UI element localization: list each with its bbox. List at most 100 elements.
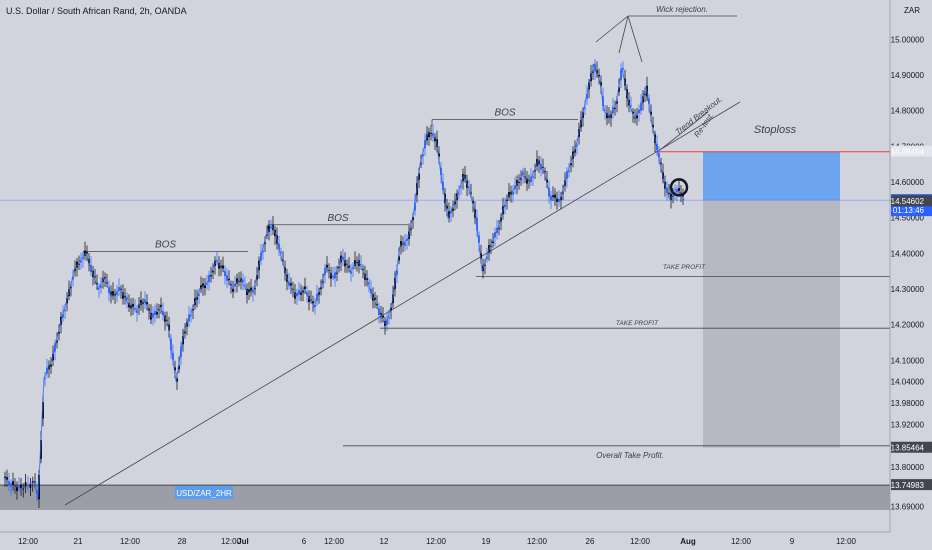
candle-body: [232, 288, 234, 292]
candle-body: [252, 290, 254, 293]
candle-body: [398, 256, 400, 261]
candle-body: [652, 124, 654, 128]
candle-body: [434, 137, 436, 142]
candle-body: [160, 304, 162, 307]
currency-label: ZAR: [904, 6, 920, 15]
x-tick-label: 12:00: [527, 537, 548, 546]
candle-body: [230, 284, 232, 286]
price-badge-countdown: 01:13:46: [893, 206, 925, 215]
retest-circle: [669, 178, 689, 197]
candle-body: [528, 179, 530, 181]
x-tick-label: 12:00: [426, 537, 447, 546]
candle-body: [368, 282, 370, 284]
candle-body: [472, 201, 474, 204]
candle-body: [570, 163, 572, 166]
candle-body: [446, 205, 448, 209]
candle-body: [222, 265, 224, 269]
candle-body: [592, 71, 594, 73]
price-badge-mark: [891, 479, 932, 491]
candle-body: [118, 287, 120, 291]
candle-body: [302, 290, 304, 293]
candle-body: [366, 278, 368, 281]
candle-body: [388, 317, 390, 319]
candle-body: [64, 310, 66, 312]
candle-body: [18, 486, 20, 488]
candle-body: [558, 199, 560, 203]
candle-body: [338, 267, 340, 268]
candle-body: [146, 302, 148, 305]
candle-body: [498, 228, 500, 230]
x-tick-label: Aug: [680, 537, 696, 546]
candle-body: [236, 278, 238, 284]
x-tick-label: 28: [178, 537, 187, 546]
candle-body: [104, 277, 106, 279]
candle-body: [96, 283, 98, 285]
y-tick-label: 14.10000: [891, 356, 925, 365]
candle-body: [80, 260, 82, 263]
symbol-badge-bg: [175, 486, 233, 499]
breakout-arrow: [659, 111, 709, 151]
candle-body: [29, 484, 32, 488]
candle-body: [98, 287, 100, 289]
candle-body: [344, 260, 346, 267]
candle-body: [522, 171, 524, 175]
candle-body: [320, 287, 322, 289]
candle-body: [50, 364, 52, 367]
candle-body: [420, 163, 422, 165]
candle-body: [636, 115, 638, 119]
candle-body: [390, 307, 392, 311]
candle-body: [328, 270, 330, 272]
candle-body: [644, 93, 646, 95]
candle-body: [254, 288, 256, 290]
candle-body: [126, 297, 128, 300]
candle-body: [504, 204, 506, 207]
candle-body: [246, 288, 248, 296]
candle-body: [336, 272, 338, 274]
x-tick-label: 12:00: [120, 537, 141, 546]
candle-body: [304, 286, 306, 289]
candle-body: [492, 241, 494, 244]
candle-body: [400, 241, 402, 247]
price-badge-label: 14.54602: [891, 197, 925, 206]
support-band: [0, 485, 890, 510]
candle-body: [560, 196, 562, 200]
candle-body: [270, 226, 272, 229]
price-badge-label: 14.68494: [891, 148, 925, 157]
candle-body: [266, 234, 268, 236]
y-tick-label: 14.60000: [891, 178, 925, 187]
candle-body: [480, 253, 482, 259]
candle-body: [256, 274, 258, 280]
candle-body: [248, 289, 250, 293]
y-tick-label: 14.40000: [891, 249, 925, 258]
y-tick-label: 13.80000: [891, 463, 925, 472]
candle-body: [520, 178, 522, 180]
candle-body: [168, 324, 170, 331]
candle-body: [142, 302, 144, 304]
candle-body: [460, 186, 462, 188]
trend-line: [64, 101, 741, 506]
x-tick-label: 12:00: [221, 537, 242, 546]
candle-body: [556, 198, 558, 202]
candle-body: [374, 297, 376, 300]
candle-body: [184, 331, 186, 334]
candle-body: [132, 303, 134, 307]
candle-body: [470, 192, 472, 194]
x-tick-label: 12:00: [731, 537, 752, 546]
candle-body: [584, 107, 586, 109]
candle-body: [490, 245, 492, 247]
candle-body: [330, 272, 332, 279]
wick-pointer-3: [627, 15, 643, 63]
price-axis: [890, 0, 932, 550]
candle-body: [4, 476, 6, 478]
candle-body: [622, 67, 624, 70]
x-tick-label: 12:00: [630, 537, 651, 546]
x-tick-label: 12:00: [836, 537, 857, 546]
y-tick-label: 13.92000: [891, 420, 925, 429]
candle-body: [42, 402, 44, 419]
candle-body: [410, 228, 412, 230]
candle-body: [672, 195, 674, 197]
candle-body: [72, 276, 74, 280]
wick-pointer-1: [595, 15, 629, 43]
